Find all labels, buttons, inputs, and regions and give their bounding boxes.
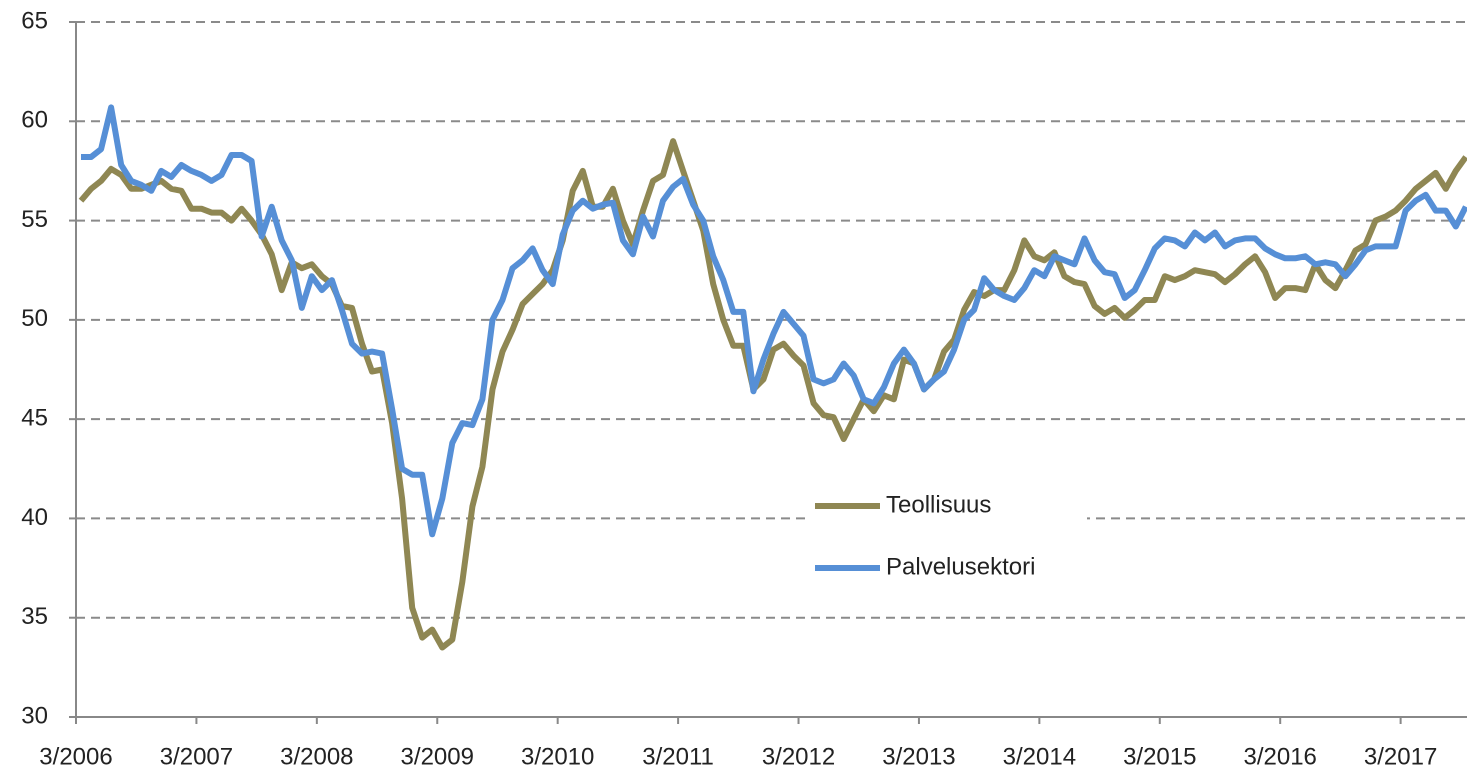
x-tick-label: 3/2017 (1364, 743, 1437, 770)
y-tick-label: 65 (21, 7, 48, 34)
y-tick-label: 35 (21, 603, 48, 630)
y-tick-label: 50 (21, 305, 48, 332)
x-tick-label: 3/2010 (521, 743, 594, 770)
x-tick-label: 3/2011 (642, 743, 714, 770)
y-tick-label: 55 (21, 206, 48, 233)
y-tick-label: 30 (21, 702, 48, 729)
x-tick-label: 3/2006 (39, 743, 112, 770)
x-tick-label: 3/2012 (762, 743, 835, 770)
series-line (81, 104, 1467, 538)
x-tick-label: 3/2009 (401, 743, 474, 770)
x-tick-label: 3/2007 (160, 743, 233, 770)
x-tick-label: 3/2015 (1123, 743, 1196, 770)
x-tick-label: 3/2008 (280, 743, 353, 770)
x-tick-label: 3/2016 (1243, 743, 1316, 770)
y-tick-label: 45 (21, 404, 48, 431)
series-line (78, 138, 1467, 651)
legend-box (805, 480, 1087, 595)
legend-label: Palvelusektori (886, 553, 1035, 580)
legend-label: Teollisuus (886, 491, 991, 518)
y-tick-label: 60 (21, 107, 48, 134)
y-tick-label: 40 (21, 504, 48, 531)
x-tick-label: 3/2013 (882, 743, 955, 770)
x-tick-label: 3/2014 (1003, 743, 1076, 770)
